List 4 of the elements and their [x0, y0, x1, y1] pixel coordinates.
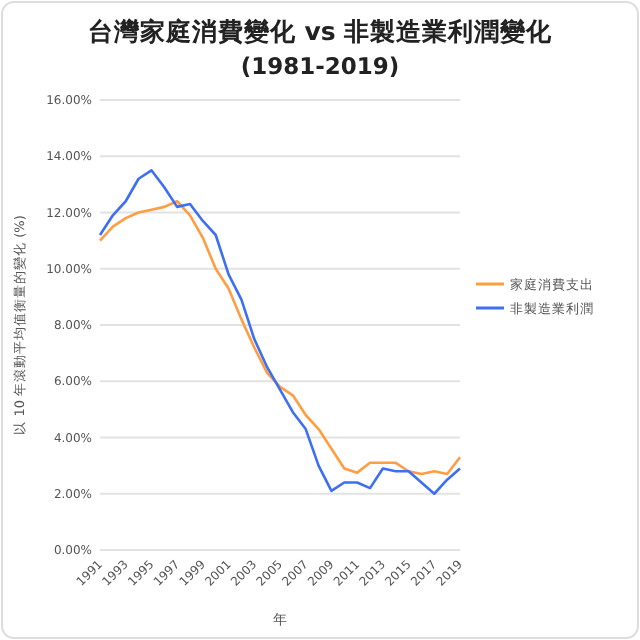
line-series	[98, 199, 462, 476]
chart-title: 台灣家庭消費變化 vs 非製造業利潤變化	[87, 16, 555, 46]
line-series	[98, 169, 462, 496]
chart-subtitle: (1981-2019)	[240, 52, 400, 80]
